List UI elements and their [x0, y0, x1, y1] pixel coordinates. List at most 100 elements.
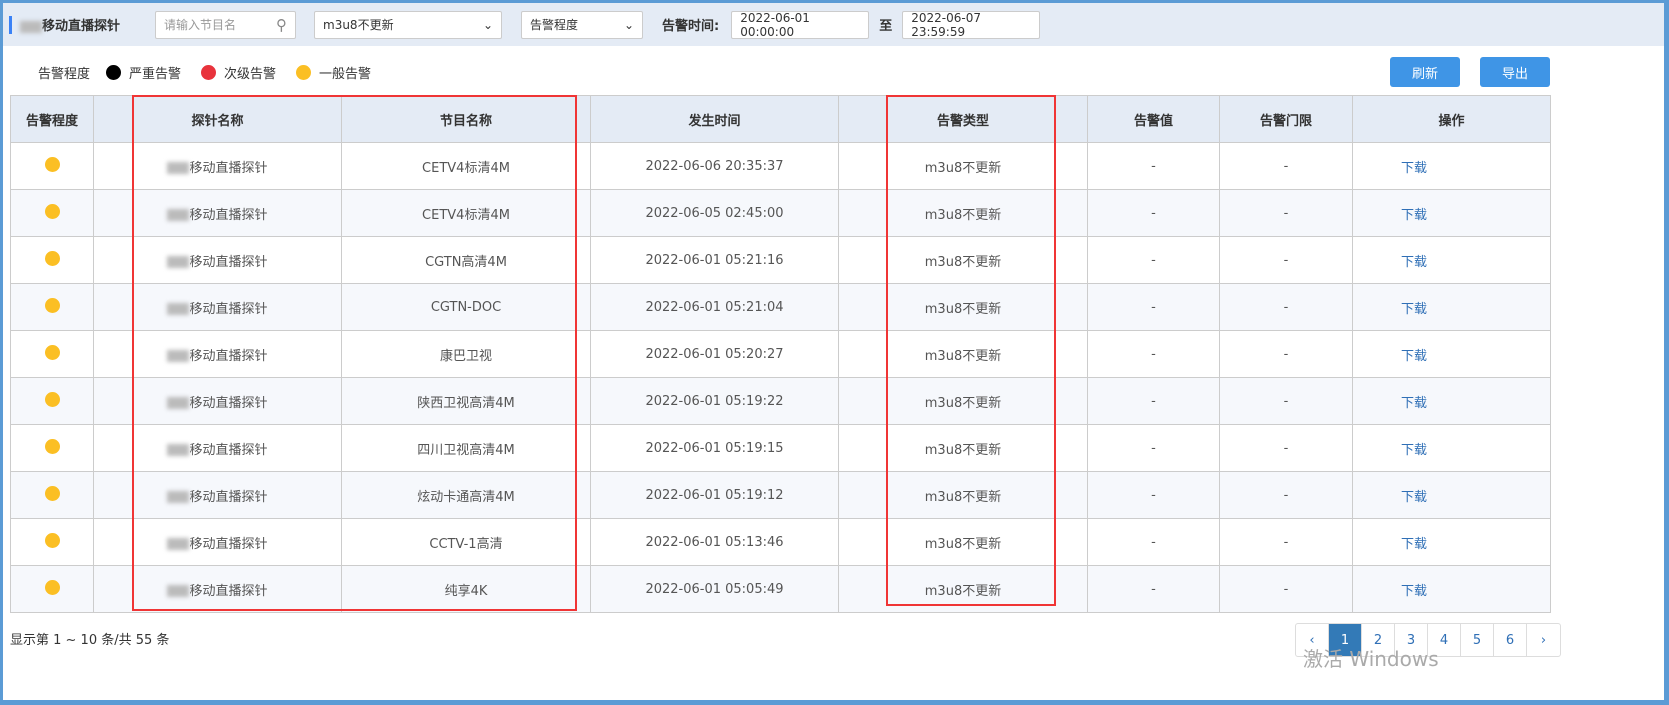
- to-label: 至: [879, 19, 893, 34]
- level-cell: [10, 283, 94, 331]
- download-link[interactable]: 下载: [1401, 536, 1428, 552]
- download-link[interactable]: 下载: [1401, 583, 1428, 599]
- end-time-value: 2022-06-07 23:59:59: [911, 10, 981, 39]
- value-cell: -: [1087, 565, 1220, 613]
- probe-cell: 移动直播探针: [93, 142, 342, 190]
- time-cell: 2022-06-01 05:21:16: [590, 236, 839, 284]
- blurred-text: [167, 491, 190, 503]
- alarm-type-select[interactable]: m3u8不更新 ⌄: [314, 10, 502, 39]
- alarm-level-value: 告警程度: [530, 18, 579, 32]
- action-cell: 下载: [1352, 236, 1551, 284]
- program-cell: CCTV-1高清: [341, 518, 591, 566]
- chevron-down-icon: ⌄: [482, 17, 493, 32]
- general-alarm-dot-icon: [44, 250, 60, 266]
- general-dot-icon: [296, 65, 312, 80]
- value-cell: -: [1087, 236, 1220, 284]
- time-cell: 2022-06-01 05:13:46: [590, 518, 839, 566]
- action-cell: 下载: [1352, 283, 1551, 331]
- column-header: 告警值: [1087, 95, 1220, 143]
- minor-dot-icon: [201, 65, 217, 80]
- time-cell: 2022-06-01 05:19:15: [590, 424, 839, 472]
- search-placeholder: 请输入节目名: [164, 18, 237, 32]
- page-button[interactable]: 5: [1461, 624, 1494, 656]
- search-input[interactable]: 请输入节目名 ⚲: [155, 10, 296, 39]
- blurred-text: [167, 209, 190, 221]
- column-header: 告警类型: [838, 95, 1088, 143]
- probe-cell: 移动直播探针: [93, 330, 342, 378]
- search-icon[interactable]: ⚲: [276, 15, 287, 34]
- next-page-button[interactable]: ›: [1540, 632, 1547, 648]
- page-button[interactable]: 6: [1494, 624, 1527, 656]
- alarm-level-select[interactable]: 告警程度 ⌄: [521, 10, 643, 39]
- probe-cell: 移动直播探针: [93, 377, 342, 425]
- legend-label: 告警程度: [38, 67, 91, 82]
- download-link[interactable]: 下载: [1401, 160, 1428, 176]
- probe-name: 移动直播探针: [189, 442, 268, 458]
- end-time-input[interactable]: 2022-06-07 23:59:59: [902, 10, 1041, 39]
- action-cell: 下载: [1352, 471, 1551, 519]
- legend-general: 一般告警: [319, 67, 372, 82]
- time-cell: 2022-06-01 05:19:12: [590, 471, 839, 519]
- level-cell: [10, 236, 94, 284]
- probe-name: 移动直播探针: [189, 536, 268, 552]
- annotation-box: [132, 95, 577, 611]
- program-cell: CGTN-DOC: [341, 283, 591, 331]
- table-row: 移动直播探针 纯享4K 2022-06-01 05:05:49 m3u8不更新 …: [10, 565, 1551, 613]
- time-cell: 2022-06-05 02:45:00: [590, 189, 839, 237]
- export-button[interactable]: 导出: [1480, 57, 1550, 87]
- action-cell: 下载: [1352, 518, 1551, 566]
- time-cell: 2022-06-01 05:21:04: [590, 283, 839, 331]
- start-time-input[interactable]: 2022-06-01 00:00:00: [731, 10, 870, 39]
- prev-page-button[interactable]: ‹: [1296, 624, 1329, 656]
- pagination-status: 显示第 1 ~ 10 条/共 55 条: [10, 633, 170, 648]
- download-link[interactable]: 下载: [1401, 395, 1428, 411]
- time-cell: 2022-06-01 05:20:27: [590, 330, 839, 378]
- type-cell: m3u8不更新: [838, 189, 1088, 237]
- page-button[interactable]: 3: [1395, 624, 1428, 656]
- download-link[interactable]: 下载: [1401, 348, 1428, 364]
- program-cell: CGTN高清4M: [341, 236, 591, 284]
- page-button[interactable]: 4: [1428, 624, 1461, 656]
- download-link[interactable]: 下载: [1401, 207, 1428, 223]
- table-row: 移动直播探针 CETV4标清4M 2022-06-05 02:45:00 m3u…: [10, 189, 1551, 237]
- page-button[interactable]: 1: [1329, 624, 1362, 656]
- page-button[interactable]: 2: [1362, 624, 1395, 656]
- blurred-text: [167, 444, 190, 456]
- blurred-text: [167, 350, 190, 362]
- program-cell: 陕西卫视高清4M: [341, 377, 591, 425]
- probe-cell: 移动直播探针: [93, 518, 342, 566]
- general-alarm-dot-icon: [44, 344, 60, 360]
- blurred-text: [167, 256, 190, 268]
- value-cell: -: [1087, 377, 1220, 425]
- type-cell: m3u8不更新: [838, 142, 1088, 190]
- start-time-value: 2022-06-01 00:00:00: [740, 10, 810, 39]
- accent-bar: [9, 15, 12, 34]
- program-cell: 康巴卫视: [341, 330, 591, 378]
- time-cell: 2022-06-06 20:35:37: [590, 142, 839, 190]
- type-cell: m3u8不更新: [838, 518, 1088, 566]
- table-header: 告警程度 探针名称 节目名称 发生时间 告警类型 告警值 告警门限 操作: [10, 95, 1551, 143]
- column-header: 告警门限: [1219, 95, 1353, 143]
- general-alarm-dot-icon: [44, 579, 60, 595]
- download-link[interactable]: 下载: [1401, 254, 1428, 270]
- annotation-box: [886, 95, 1056, 606]
- general-alarm-dot-icon: [44, 532, 60, 548]
- table-row: 移动直播探针 CETV4标清4M 2022-06-06 20:35:37 m3u…: [10, 142, 1551, 190]
- program-cell: 纯享4K: [341, 565, 591, 613]
- probe-name: 移动直播探针: [189, 301, 268, 317]
- limit-cell: -: [1219, 189, 1353, 237]
- download-link[interactable]: 下载: [1401, 301, 1428, 317]
- download-link[interactable]: 下载: [1401, 442, 1428, 458]
- action-cell: 下载: [1352, 565, 1551, 613]
- action-cell: 下载: [1352, 377, 1551, 425]
- limit-cell: -: [1219, 518, 1353, 566]
- alarm-type-value: m3u8不更新: [323, 18, 394, 32]
- level-cell: [10, 424, 94, 472]
- download-link[interactable]: 下载: [1401, 489, 1428, 505]
- probe-name: 移动直播探针: [189, 583, 268, 599]
- refresh-button[interactable]: 刷新: [1390, 57, 1460, 87]
- table-row: 移动直播探针 陕西卫视高清4M 2022-06-01 05:19:22 m3u8…: [10, 377, 1551, 425]
- action-cell: 下载: [1352, 142, 1551, 190]
- legend-severe: 严重告警: [129, 67, 182, 82]
- program-cell: 四川卫视高清4M: [341, 424, 591, 472]
